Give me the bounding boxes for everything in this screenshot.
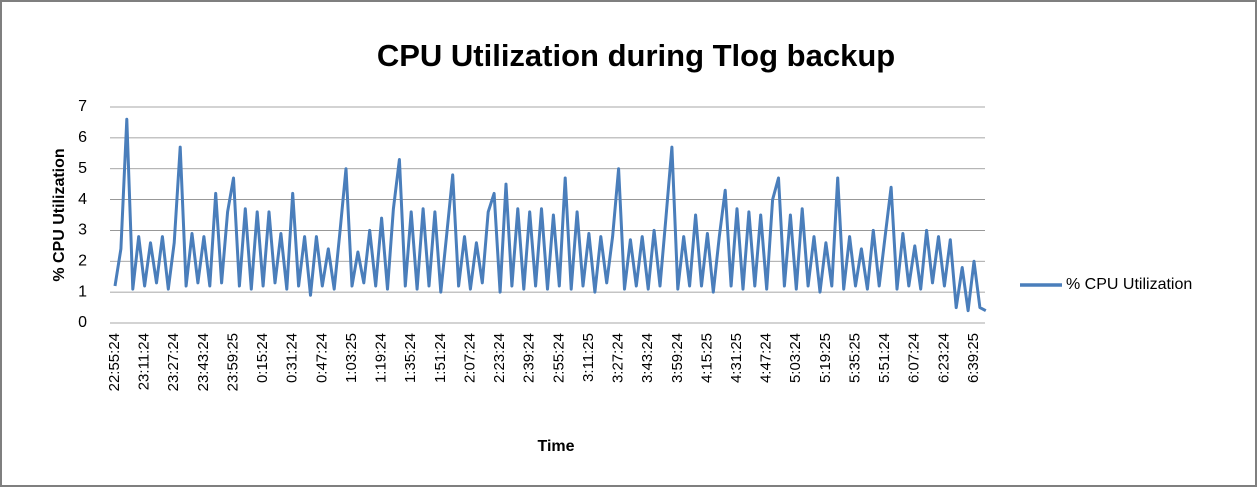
x-tick-label: 1:51:24 xyxy=(432,333,449,383)
y-tick-label: 0 xyxy=(78,314,87,331)
x-tick-label: 3:11:25 xyxy=(580,333,597,382)
x-tick-label: 0:15:24 xyxy=(254,333,271,383)
y-tick-label: 1 xyxy=(78,283,87,300)
x-tick-label: 1:35:24 xyxy=(402,333,419,383)
x-tick-label: 1:03:25 xyxy=(343,333,360,383)
x-tick-label: 23:27:24 xyxy=(165,333,182,391)
x-tick-label: 6:23:24 xyxy=(935,333,952,383)
x-tick-label: 23:59:25 xyxy=(224,333,241,391)
x-tick-label: 23:11:24 xyxy=(136,333,153,390)
x-tick-label: 22:55:24 xyxy=(106,333,123,391)
x-tick-label: 1:19:24 xyxy=(373,333,390,383)
x-axis-label: Time xyxy=(537,438,574,455)
y-axis-label: % CPU Utilization xyxy=(51,148,68,281)
x-tick-label: 3:43:24 xyxy=(639,333,656,383)
x-tick-label: 0:47:24 xyxy=(313,333,330,383)
y-tick-label: 5 xyxy=(78,160,87,177)
y-tick-label: 6 xyxy=(78,129,87,146)
x-tick-label: 0:31:24 xyxy=(284,333,301,383)
x-tick-label: 6:39:25 xyxy=(965,333,982,383)
x-tick-label: 4:31:25 xyxy=(728,333,745,383)
y-tick-label: 4 xyxy=(78,191,87,208)
x-tick-label: 4:15:25 xyxy=(698,333,715,383)
x-tick-label: 2:55:24 xyxy=(550,333,567,383)
x-tick-label: 2:23:24 xyxy=(491,333,508,383)
x-tick-label: 5:19:25 xyxy=(817,333,834,383)
data-line xyxy=(113,117,987,313)
y-tick-label: 7 xyxy=(78,98,87,115)
chart-title: CPU Utilization during Tlog backup xyxy=(377,38,895,73)
x-tick-label: 4:47:24 xyxy=(758,333,775,383)
x-tick-label: 23:43:24 xyxy=(195,333,212,391)
x-tick-label: 3:27:24 xyxy=(610,333,627,383)
x-tick-label: 5:51:24 xyxy=(876,333,893,383)
y-tick-label: 2 xyxy=(78,253,87,270)
x-tick-label: 2:07:24 xyxy=(461,333,478,383)
y-tick-label: 3 xyxy=(78,222,87,239)
x-tick-label: 5:03:24 xyxy=(787,333,804,383)
legend-label: % CPU Utilization xyxy=(1066,276,1192,293)
x-tick-label: 2:39:24 xyxy=(521,333,538,383)
x-tick-label: 6:07:24 xyxy=(906,333,923,383)
x-tick-label: 5:35:25 xyxy=(846,333,863,383)
x-tick-label: 3:59:24 xyxy=(669,333,686,383)
